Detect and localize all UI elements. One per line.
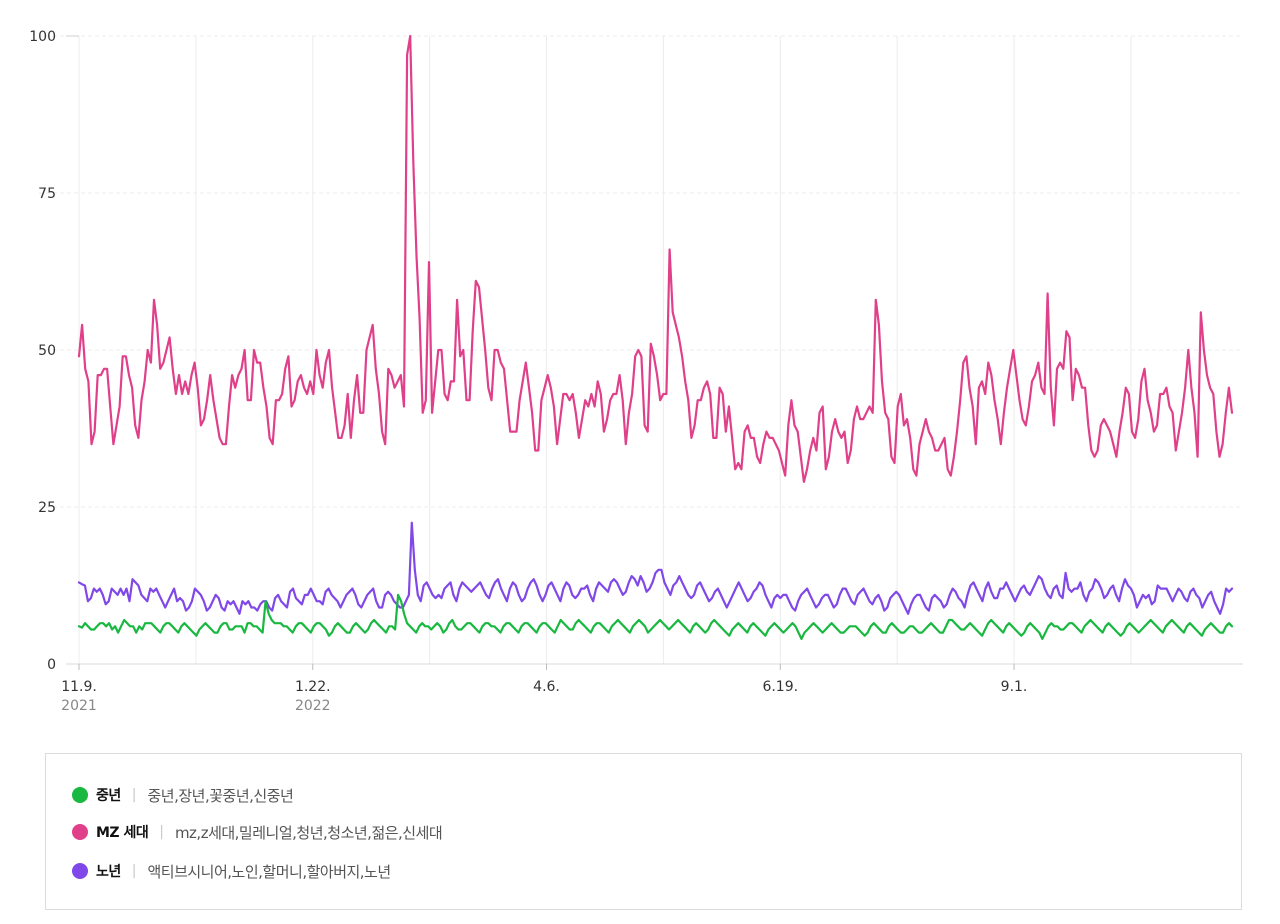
legend-dot-icon <box>72 824 88 840</box>
y-tick-label: 25 <box>38 500 56 516</box>
series-line-senior <box>77 521 1234 615</box>
y-tick-label: 50 <box>38 343 56 359</box>
legend-separator: | <box>131 863 137 879</box>
legend-item-senior[interactable]: 노년 | 액티브시니어,노인,할머니,할아버지,노년 <box>72 858 391 884</box>
chart-area: 0 25 50 75 100 11.9. 2021 1.22. 2022 4.6. 6.19. 9.1… <box>29 29 1243 714</box>
grid-lines <box>39 35 1243 664</box>
x-tick-label: 9.1. <box>1001 679 1028 695</box>
series-line-middle-age <box>77 593 1234 640</box>
x-tick-label: 11.9. <box>61 679 97 695</box>
tick-labels: 0 25 50 75 100 11.9. 2021 1.22. 2022 4.6. 6.19. 9.1… <box>29 29 1027 714</box>
legend-name: MZ 세대 <box>96 825 149 841</box>
x-tick-label: 1.22. <box>295 679 331 695</box>
x-tick-year-label: 2021 <box>61 698 97 714</box>
legend-name: 노년 <box>96 864 121 880</box>
legend: 중년 | 중년,장년,꽃중년,신중년 MZ 세대 | mz,z세대,밀레니얼,청… <box>45 753 1242 910</box>
legend-keywords: mz,z세대,밀레니얼,청년,청소년,젊은,신세대 <box>174 823 443 842</box>
series-line-mz <box>77 34 1234 483</box>
legend-name: 중년 <box>96 788 121 804</box>
axes <box>66 35 1243 670</box>
y-tick-label: 100 <box>29 29 56 45</box>
x-tick-label: 4.6. <box>533 679 560 695</box>
legend-item-mz[interactable]: MZ 세대 | mz,z세대,밀레니얼,청년,청소년,젊은,신세대 <box>72 819 443 845</box>
y-tick-label: 75 <box>38 186 56 202</box>
series-lines <box>77 34 1234 640</box>
legend-keywords: 중년,장년,꽃중년,신중년 <box>147 786 294 805</box>
legend-separator: | <box>159 824 164 840</box>
line-chart: 0 25 50 75 100 11.9. 2021 1.22. 2022 4.6. 6.19. 9.1… <box>29 29 1243 714</box>
x-tick-label: 6.19. <box>762 679 798 695</box>
x-tick-year-label: 2022 <box>295 698 331 714</box>
y-tick-label: 0 <box>47 657 56 673</box>
legend-keywords: 액티브시니어,노인,할머니,할아버지,노년 <box>147 862 391 881</box>
legend-item-middle-age[interactable]: 중년 | 중년,장년,꽃중년,신중년 <box>72 782 294 808</box>
legend-dot-icon <box>72 863 88 879</box>
legend-separator: | <box>131 787 137 803</box>
legend-dot-icon <box>72 787 88 803</box>
